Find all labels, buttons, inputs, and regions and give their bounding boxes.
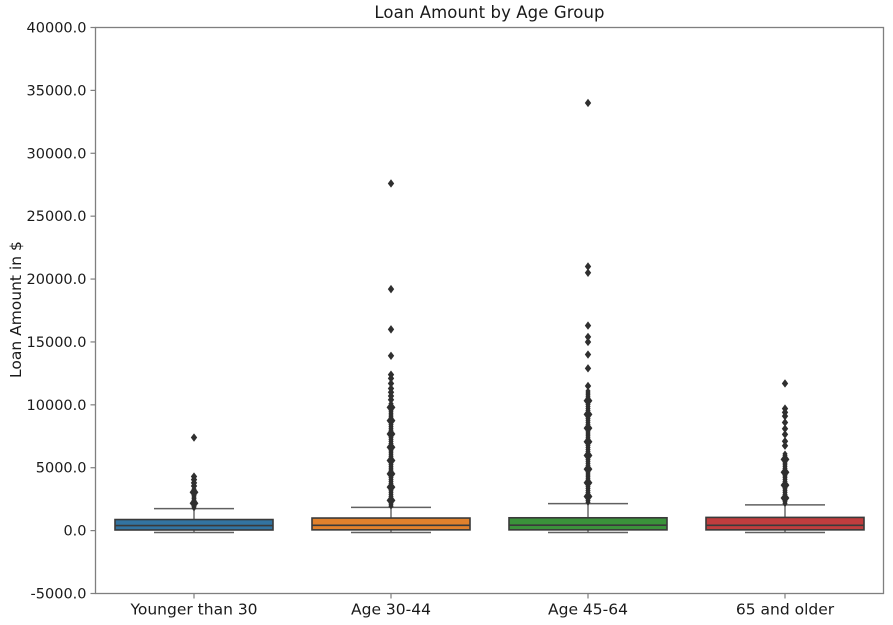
plot-border [94, 26, 885, 595]
outlier-diamond [387, 379, 395, 388]
outlier-diamond [584, 381, 592, 391]
outlier-diamond [784, 494, 790, 502]
y-tick-label: 30000.0 [27, 146, 87, 162]
outlier-diamond [781, 430, 789, 439]
outlier-diamond [780, 494, 786, 502]
box-group-0 [114, 433, 274, 534]
y-tick-label: 5000.0 [36, 461, 87, 477]
outlier-diamond [781, 437, 789, 446]
outlier-diamond [781, 379, 789, 388]
outlier-diamond [190, 472, 198, 481]
outlier-diamond [386, 443, 392, 451]
box [705, 516, 865, 531]
outlier-diamond [781, 418, 789, 427]
outlier-diamond [584, 337, 592, 347]
outlier-diamond [587, 493, 593, 500]
outlier-diamond [784, 456, 790, 463]
outlier-diamond [781, 424, 789, 433]
box-group-3 [705, 379, 865, 534]
outlier-diamond [387, 325, 395, 334]
y-tick-label: 0.0 [63, 524, 86, 540]
x-tick-label: Age 45-64 [548, 601, 628, 619]
x-tick-label: Age 30-44 [351, 601, 431, 619]
box [114, 518, 274, 531]
y-tick-label: 35000.0 [27, 83, 87, 99]
outlier-diamond [583, 493, 589, 500]
outlier-diamond [386, 483, 392, 491]
outlier-diamond [584, 332, 592, 342]
x-axis: Younger than 30 Age 30-44 Age 45-64 65 and … [129, 593, 835, 619]
outlier-diamond [584, 364, 592, 373]
y-tick-label: 10000.0 [27, 398, 87, 414]
outlier-diamond [782, 450, 788, 458]
outlier-diamond [583, 438, 589, 446]
outlier-diamond [584, 262, 592, 271]
outlier-diamond [390, 483, 396, 491]
outlier-diamond [781, 441, 789, 450]
box-group-2 [508, 98, 668, 534]
outlier-diamond [584, 268, 592, 277]
outlier-diamond [387, 370, 395, 379]
outlier-diamond [387, 384, 395, 393]
outlier-diamond [781, 404, 789, 413]
chart-title: Loan Amount by Age Group [374, 3, 605, 22]
outlier-diamond [390, 443, 396, 451]
outlier-diamond [387, 284, 395, 294]
box [508, 516, 668, 531]
outlier-diamond [780, 456, 786, 463]
x-tick-label: 65 and older [736, 601, 835, 619]
y-tick-label: 15000.0 [27, 335, 87, 351]
outlier-diamond [587, 438, 593, 446]
box [311, 517, 471, 531]
y-tick-label: -5000.0 [31, 587, 87, 603]
outlier-diamond [387, 351, 395, 360]
y-tick-label: 25000.0 [27, 209, 87, 225]
outlier-diamond [387, 179, 395, 188]
y-axis: 40000.0 35000.0 30000.0 25000.0 20000.0 15000… [27, 21, 96, 603]
box-group-1 [311, 179, 471, 534]
x-tick-label: Younger than 30 [129, 601, 257, 619]
outlier-diamond [585, 387, 591, 395]
outlier-diamond [584, 321, 592, 330]
outlier-diamond [190, 433, 198, 442]
y-tick-label: 40000.0 [27, 21, 87, 37]
outlier-diamond [584, 350, 592, 359]
y-tick-label: 20000.0 [27, 272, 87, 288]
outlier-diamond [584, 98, 592, 108]
